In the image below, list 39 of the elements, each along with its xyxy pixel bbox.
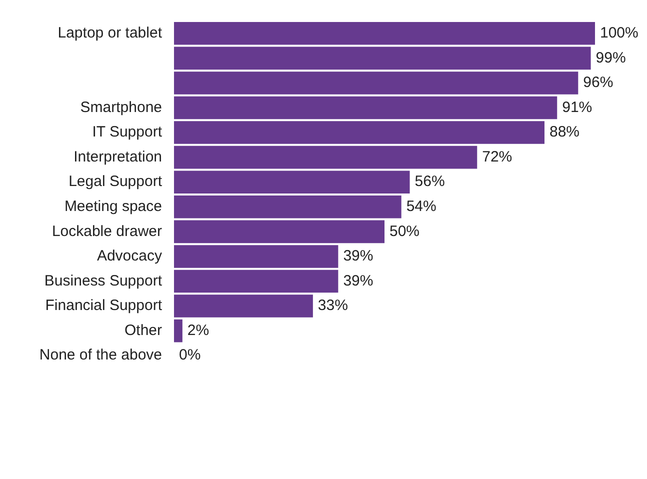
y-tick-label: Financial Support: [45, 297, 163, 314]
data-label: 99%: [596, 49, 626, 66]
y-tick-label: Other: [124, 322, 162, 339]
data-label: 39%: [343, 248, 374, 265]
bar: [174, 46, 591, 70]
bar: [174, 195, 402, 218]
data-label: 88%: [549, 124, 580, 141]
y-tick-label: Interpretation: [74, 148, 162, 166]
bar: [174, 220, 384, 244]
bar: [174, 170, 410, 194]
bar: [174, 121, 544, 144]
data-label: 2%: [187, 322, 210, 339]
bar: [174, 72, 578, 94]
y-tick-label: Business Support: [44, 272, 163, 290]
bar: [174, 96, 558, 120]
data-label: 0%: [179, 346, 201, 364]
bar: [174, 319, 182, 342]
y-tick-label: IT Support: [92, 124, 163, 141]
data-label: 56%: [414, 173, 445, 190]
data-label: 72%: [482, 148, 512, 166]
bar: [174, 22, 595, 45]
y-tick-label: Laptop or tablet: [58, 24, 163, 42]
data-label: 50%: [390, 222, 420, 240]
data-label: 96%: [583, 74, 614, 92]
bar: [174, 146, 478, 169]
data-label: 39%: [343, 272, 374, 290]
y-tick-label: Lockable drawer: [52, 222, 162, 240]
y-tick-label: Advocacy: [96, 248, 162, 265]
data-label: 100%: [600, 24, 638, 42]
y-tick-label: Meeting space: [64, 198, 162, 216]
data-label: 54%: [406, 198, 436, 216]
bar: [174, 294, 313, 318]
data-label: 91%: [562, 98, 592, 116]
y-tick-label: Legal Support: [68, 173, 163, 190]
bar: [174, 245, 338, 268]
data-label: 33%: [318, 297, 348, 314]
y-tick-label: None of the above: [39, 346, 162, 364]
y-tick-label: Smartphone: [80, 98, 162, 116]
bar: [174, 270, 338, 293]
